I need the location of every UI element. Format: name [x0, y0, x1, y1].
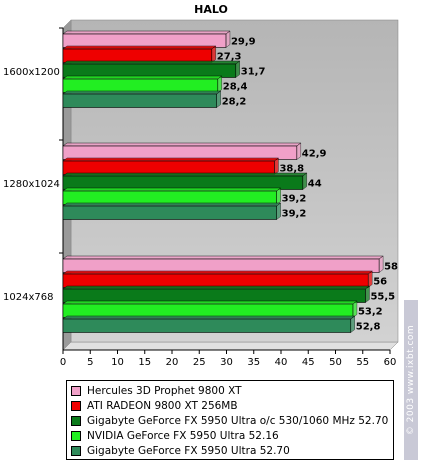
- x-tick-label: 35: [247, 357, 260, 368]
- bar: [62, 318, 352, 333]
- plot-area: 0 5 10 15 20 25 30 35 40 45 50 55 60 1600x1200 29,9 27,…: [3, 19, 399, 368]
- bar-side: [367, 270, 373, 288]
- bar-top: [62, 157, 280, 162]
- x-tick-label: 40: [275, 357, 288, 368]
- x-tick-label: 25: [193, 357, 206, 368]
- x-tick-label: 0: [60, 357, 66, 368]
- chart-title: HALO: [194, 3, 228, 16]
- legend-item: NVIDIA GeForce FX 5950 Ultra 52.16: [71, 428, 393, 443]
- bar-top: [62, 75, 223, 80]
- bar: [62, 288, 366, 303]
- value-label: 44: [308, 179, 322, 190]
- value-label: 31,7: [241, 67, 266, 78]
- bar-top: [62, 142, 302, 147]
- bar-side: [276, 202, 281, 220]
- bar-top: [62, 255, 384, 260]
- legend-item: Gigabyte GeForce FX 5950 Ultra o/c 530/1…: [71, 413, 393, 428]
- bar-side: [350, 315, 356, 333]
- value-label: 55,5: [370, 292, 395, 303]
- bar: [62, 190, 277, 205]
- legend-swatch: [71, 385, 81, 396]
- bar: [62, 78, 219, 93]
- x-tick-label: 60: [384, 357, 397, 368]
- legend-swatch: [71, 445, 81, 456]
- bar: [62, 145, 298, 160]
- x-tick-label: 50: [329, 357, 342, 368]
- bar-top: [62, 90, 222, 95]
- bar-side: [235, 60, 241, 78]
- bar: [62, 33, 227, 48]
- value-label: 28,2: [222, 97, 247, 108]
- bar-top: [62, 300, 358, 305]
- bar-side: [302, 172, 308, 190]
- bar-top: [62, 315, 356, 320]
- bar-top: [62, 270, 373, 275]
- bar-side: [378, 255, 384, 273]
- bar-side: [274, 157, 279, 175]
- bar-top: [62, 172, 308, 177]
- bar-top: [62, 187, 282, 192]
- value-label: 42,9: [302, 149, 327, 160]
- value-label: 29,9: [231, 37, 256, 48]
- value-label: 38,8: [279, 164, 304, 175]
- value-label: 58: [384, 262, 398, 273]
- value-label: 27,3: [217, 52, 242, 63]
- bar-side: [276, 187, 281, 205]
- bar: [62, 63, 237, 78]
- bar-side: [296, 142, 302, 160]
- bar-top: [62, 45, 217, 50]
- bar-top: [62, 60, 241, 65]
- legend-label: Gigabyte GeForce FX 5950 Ultra o/c 530/1…: [87, 414, 389, 427]
- bar-side: [216, 90, 221, 108]
- bar-side: [365, 285, 370, 303]
- watermark-text: © 2003 www.ixbt.com: [406, 324, 416, 436]
- bar: [62, 258, 380, 273]
- category-label: 1024x768: [3, 292, 53, 303]
- bar-side: [211, 45, 217, 63]
- x-tick-label: 10: [111, 357, 124, 368]
- x-tick-label: 45: [302, 357, 315, 368]
- bar-top: [62, 30, 231, 35]
- x-tick-label: 55: [356, 357, 369, 368]
- bar: [62, 160, 275, 175]
- x-tick-label: 30: [220, 357, 233, 368]
- value-label: 39,2: [282, 194, 307, 205]
- floor: [62, 341, 399, 351]
- value-label: 52,8: [356, 322, 381, 333]
- x-tick-label: 15: [138, 357, 151, 368]
- legend-label: NVIDIA GeForce FX 5950 Ultra 52.16: [87, 429, 279, 442]
- legend-label: Gigabyte GeForce FX 5950 Ultra 52.70: [87, 444, 290, 457]
- value-label: 39,2: [282, 209, 307, 220]
- bar: [62, 205, 277, 220]
- legend-label: ATI RADEON 9800 XT 256MB: [87, 399, 238, 412]
- legend-item: Hercules 3D Prophet 9800 XT: [71, 383, 393, 398]
- legend-label: Hercules 3D Prophet 9800 XT: [87, 384, 242, 397]
- category-label: 1280x1024: [3, 179, 60, 190]
- x-tick-label: 20: [166, 357, 179, 368]
- bar-top: [62, 285, 371, 290]
- bar: [62, 175, 304, 190]
- value-label: 53,2: [358, 307, 383, 318]
- bar: [62, 48, 213, 63]
- legend-item: Gigabyte GeForce FX 5950 Ultra 52.70: [71, 443, 393, 458]
- bar-top: [62, 202, 282, 207]
- legend-swatch: [71, 400, 81, 411]
- category-label: 1600x1200: [3, 67, 60, 78]
- bar: [62, 273, 369, 288]
- value-label: 56: [373, 277, 387, 288]
- bar: [62, 93, 217, 108]
- legend-swatch: [71, 430, 81, 441]
- bar-side: [217, 75, 223, 93]
- bar-side: [352, 300, 358, 318]
- legend-item: ATI RADEON 9800 XT 256MB: [71, 398, 393, 413]
- x-tick-label: 5: [87, 357, 93, 368]
- legend-swatch: [71, 415, 81, 426]
- bar-side: [225, 30, 231, 48]
- value-label: 28,4: [223, 82, 248, 93]
- bar: [62, 303, 354, 318]
- watermark-strip: [404, 300, 418, 460]
- legend: Hercules 3D Prophet 9800 XT ATI RADEON 98…: [66, 380, 394, 460]
